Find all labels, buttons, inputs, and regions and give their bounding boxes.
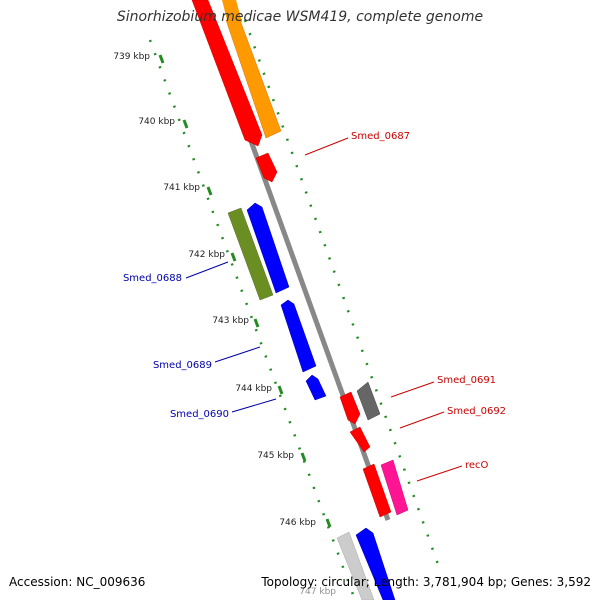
- map-title: Sinorhizobium medicae WSM419, complete g…: [116, 9, 484, 25]
- tick-label: 744 kbp: [235, 384, 272, 394]
- gene-arrow-reco-magenta[interactable]: [380, 459, 409, 516]
- gene-label-smed-0688[interactable]: Smed_0688: [123, 273, 182, 284]
- gene-label-smed-0692[interactable]: Smed_0692: [447, 406, 506, 417]
- label-leaders: [185, 137, 463, 482]
- gene-arrow-smed-0687[interactable]: [255, 152, 278, 183]
- gene-arrow-smed-0689[interactable]: [280, 299, 317, 373]
- tick-label: 740 kbp: [138, 117, 175, 127]
- gene-arrow-blue-bottom[interactable]: [355, 527, 396, 600]
- tick-label: 746 kbp: [279, 518, 316, 528]
- gene-label-smed-0689[interactable]: Smed_0689: [153, 360, 212, 371]
- gene-arrow-orange-cap: [222, 0, 242, 24]
- gene-arrow-smed-0691[interactable]: [356, 381, 381, 421]
- gene-label-smed-0691[interactable]: Smed_0691: [437, 375, 496, 386]
- gene-label-smed-0690[interactable]: Smed_0690: [170, 409, 229, 420]
- gene-label-reco[interactable]: recO: [465, 460, 489, 471]
- tick-label: 747 kbp: [299, 587, 336, 597]
- tick-labels: 739 kbp 740 kbp 741 kbp 742 kbp 743 kbp …: [113, 52, 336, 597]
- tick-label: 742 kbp: [188, 250, 225, 260]
- tick-label: 739 kbp: [113, 52, 150, 62]
- genome-summary-text: Topology: circular; Length: 3,781,904 bp…: [261, 575, 591, 589]
- gene-arrow-red-mid-2[interactable]: [349, 426, 371, 453]
- accession-text: Accession: NC_009636: [9, 575, 146, 589]
- gene-arrow-smed-0690[interactable]: [305, 374, 327, 401]
- gene-label-smed-0687[interactable]: Smed_0687: [351, 131, 410, 142]
- gene-arrow-red-top[interactable]: [191, 0, 263, 147]
- gene-arrow-red-mid[interactable]: [339, 391, 361, 425]
- gene-arrow-lightgray-bottom[interactable]: [336, 531, 375, 600]
- gene-arrow-smed-0688[interactable]: [227, 207, 274, 301]
- gene-labels: Smed_0687 Smed_0688 Smed_0689 Smed_0690 …: [123, 131, 506, 471]
- tick-marks: [158, 54, 332, 528]
- outer-dotted-ring: [243, 19, 442, 571]
- gene-arrow-reco-red[interactable]: [362, 463, 392, 518]
- inner-dotted-ring: [148, 39, 357, 600]
- gene-arrow-blue-1[interactable]: [246, 202, 290, 294]
- tick-label: 741 kbp: [163, 183, 200, 193]
- tick-label: 745 kbp: [257, 451, 294, 461]
- gene-features: [191, 0, 409, 600]
- tick-label: 743 kbp: [212, 316, 249, 326]
